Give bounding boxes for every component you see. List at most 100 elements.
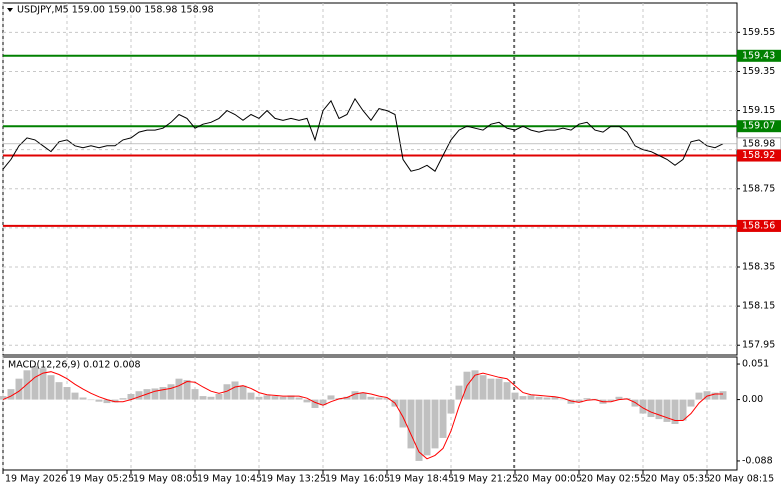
- y-tick-label: 0.051: [742, 359, 769, 370]
- histogram-bar: [239, 385, 247, 400]
- histogram-bar: [431, 399, 439, 449]
- histogram-bar: [327, 395, 335, 400]
- histogram-bar: [583, 398, 591, 400]
- histogram-bar: [423, 399, 431, 456]
- histogram-bar: [0, 396, 7, 400]
- histogram-bar: [447, 399, 455, 414]
- histogram-bar: [607, 399, 615, 401]
- histogram-bar: [319, 399, 327, 406]
- histogram-bar: [655, 399, 663, 420]
- histogram-bar: [247, 392, 255, 400]
- histogram-bar: [95, 399, 103, 402]
- y-tick-label: 158.15: [742, 301, 775, 312]
- level-box: [737, 120, 781, 133]
- y-tick-label: 159.55: [742, 27, 775, 38]
- histogram-bar: [295, 397, 303, 400]
- histogram-bar: [495, 378, 503, 400]
- histogram-bar: [71, 392, 79, 400]
- y-tick-label: 158.75: [742, 183, 775, 194]
- histogram-bar: [183, 380, 191, 400]
- histogram-bar: [279, 396, 287, 400]
- histogram-bar: [383, 398, 391, 400]
- histogram-bar: [119, 398, 127, 400]
- histogram-bar: [615, 396, 623, 400]
- level-box: [737, 49, 781, 62]
- histogram-bar: [263, 395, 271, 400]
- histogram-bar: [55, 382, 63, 400]
- histogram-bar: [31, 366, 39, 400]
- histogram-bar: [303, 399, 311, 403]
- x-tick-label: 19 May 18:45: [389, 474, 454, 485]
- histogram-bar: [471, 370, 479, 400]
- histogram-bar: [63, 387, 71, 400]
- histogram-bar: [687, 399, 695, 407]
- menu-icon: [7, 8, 13, 12]
- histogram-bar: [639, 399, 647, 414]
- x-tick-label: 19 May 13:25: [261, 474, 326, 485]
- histogram-bar: [343, 396, 351, 400]
- price-title: USDJPY,M5 159.00 159.00 158.98 158.98: [17, 5, 214, 16]
- histogram-bar: [79, 397, 87, 400]
- x-tick-label: 20 May 05:35: [645, 474, 710, 485]
- last-price-label: 158.98: [742, 138, 775, 149]
- signal-line: [2, 371, 723, 460]
- x-tick-label: 20 May 08:15: [709, 474, 774, 485]
- histogram-bar: [631, 399, 639, 407]
- histogram-bar: [207, 396, 215, 400]
- histogram-bar: [439, 399, 447, 438]
- histogram-bar: [111, 399, 119, 403]
- histogram-bar: [47, 375, 55, 400]
- histogram-bar: [559, 399, 567, 401]
- histogram-bar: [551, 396, 559, 400]
- histogram-bar: [663, 399, 671, 422]
- histogram-bar: [103, 399, 111, 404]
- histogram-bar: [39, 368, 47, 400]
- histogram-bar: [719, 391, 727, 400]
- y-tick-label: 157.95: [742, 340, 775, 351]
- histogram-bar: [287, 395, 295, 400]
- x-tick-label: 19 May 05:25: [69, 474, 134, 485]
- histogram-bar: [159, 387, 167, 400]
- level-label: 159.07: [742, 121, 775, 132]
- histogram-bar: [375, 397, 383, 400]
- histogram-bar: [151, 388, 159, 400]
- histogram-bar: [175, 378, 183, 400]
- histogram-bar: [359, 392, 367, 400]
- histogram-bar: [455, 385, 463, 400]
- histogram-bar: [519, 396, 527, 400]
- y-tick-label: 158.35: [742, 262, 775, 273]
- histogram-bar: [199, 396, 207, 400]
- histogram-bar: [127, 394, 135, 400]
- histogram-bar: [695, 392, 703, 400]
- histogram-bar: [87, 399, 95, 401]
- macd-title: MACD(12,26,9) 0.012 0.008: [8, 360, 141, 371]
- histogram-bar: [351, 391, 359, 400]
- histogram-bar: [487, 378, 495, 400]
- x-tick-label: 19 May 2026: [5, 474, 67, 485]
- level-label: 158.92: [742, 150, 775, 161]
- y-tick-label: 159.35: [742, 66, 775, 77]
- histogram-bar: [167, 384, 175, 400]
- histogram-bar: [415, 399, 423, 461]
- histogram-bar: [543, 397, 551, 400]
- x-tick-label: 19 May 10:45: [197, 474, 262, 485]
- x-tick-label: 19 May 08:05: [133, 474, 198, 485]
- y-tick-label: 159.15: [742, 105, 775, 116]
- histogram-bar: [271, 396, 279, 400]
- histogram-bar: [527, 395, 535, 400]
- level-box: [737, 149, 781, 162]
- histogram-bar: [671, 399, 679, 424]
- histogram-bar: [703, 391, 711, 400]
- histogram-bar: [479, 375, 487, 400]
- histogram-bar: [255, 396, 263, 400]
- histogram-bar: [567, 399, 575, 404]
- x-tick-label: 20 May 00:05: [517, 474, 582, 485]
- histogram-bar: [399, 399, 407, 428]
- level-label: 159.43: [742, 50, 775, 61]
- level-label: 158.56: [742, 220, 775, 231]
- histogram-bar: [679, 399, 687, 421]
- histogram-bar: [135, 391, 143, 400]
- y-tick-label: -0.088: [742, 455, 773, 466]
- histogram-bar: [407, 399, 415, 449]
- y-tick-label: 0.00: [742, 394, 763, 405]
